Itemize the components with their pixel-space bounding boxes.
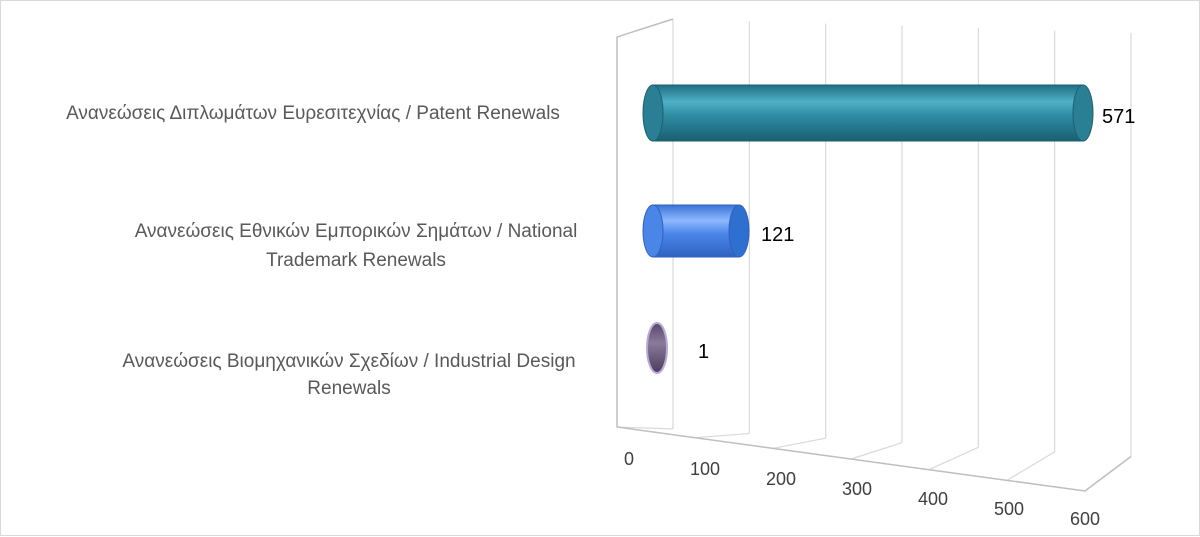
bar-start-cap — [642, 84, 664, 142]
floor-gridline — [928, 446, 979, 471]
category-label: Renewals — [307, 378, 390, 399]
bar-cap — [646, 322, 668, 374]
floor-gridline — [694, 432, 750, 439]
x-tick-label: 400 — [918, 489, 948, 509]
data-label: 1 — [698, 341, 709, 363]
x-tick-label: 100 — [690, 459, 720, 479]
x-tick-label: 600 — [1070, 509, 1100, 529]
bar-end-cap — [1072, 84, 1094, 142]
category-label: Ανανεώσεις Διπλωμάτων Ευρεσιτεχνίας / Pa… — [66, 103, 560, 124]
bar-start-cap — [642, 204, 664, 258]
x-tick-label: 0 — [624, 449, 634, 469]
floor-gridline — [850, 442, 903, 460]
bar-2 — [646, 322, 668, 374]
x-tick-label: 300 — [842, 479, 872, 499]
x-tick-label: 500 — [994, 499, 1024, 519]
floor-gridline — [616, 426, 674, 430]
floor-gridline — [1006, 451, 1055, 481]
bars — [642, 84, 1094, 374]
data-label: 121 — [761, 224, 794, 246]
bar-body — [652, 84, 1084, 142]
bar-0 — [642, 84, 1094, 142]
bar-1 — [642, 204, 750, 258]
labels: 0 100 200 300 400 500 600 571 Ανανεώσεις Διπλωμά… — [66, 103, 1135, 529]
floor-gridline — [772, 437, 826, 449]
category-label: Trademark Renewals — [266, 250, 446, 271]
bar-end-cap — [728, 204, 750, 258]
x-tick-label: 200 — [766, 469, 796, 489]
axis-frame — [616, 18, 1132, 492]
bar-body — [652, 204, 740, 258]
category-label: Ανανεώσεις Βιομηχανικών Σχεδίων / Indust… — [122, 351, 575, 372]
category-label: Ανανεώσεις Εθνικών Εμπορικών Σημάτων / N… — [135, 221, 578, 242]
data-label: 571 — [1102, 106, 1135, 128]
